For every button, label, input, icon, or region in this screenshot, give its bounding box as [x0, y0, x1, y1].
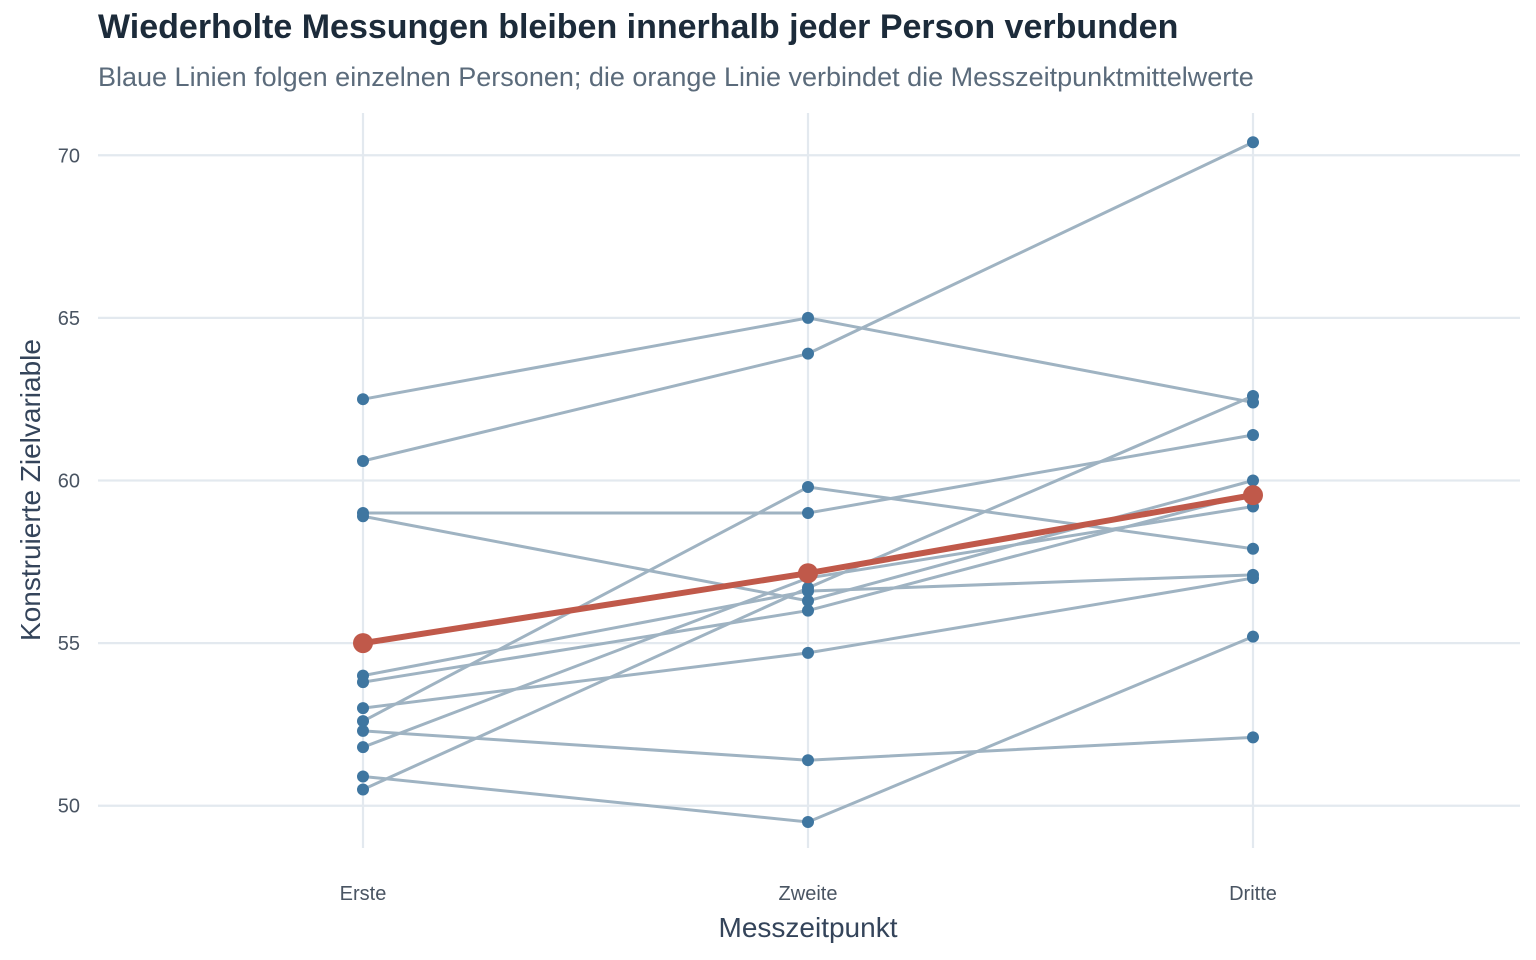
y-tick-label: 55	[58, 633, 80, 655]
subject-point	[357, 783, 369, 796]
y-tick-label: 70	[58, 145, 80, 167]
subject-point	[802, 311, 814, 324]
x-tick-label: Erste	[340, 883, 387, 905]
subject-point	[802, 481, 814, 494]
subject-point	[1247, 136, 1259, 149]
subject-point	[1247, 474, 1259, 487]
subject-point	[357, 702, 369, 715]
x-axis-title: Messzeitpunkt	[719, 912, 898, 943]
subject-point	[802, 815, 814, 828]
subject-point	[802, 594, 814, 607]
y-tick-label: 50	[58, 796, 80, 818]
subject-point	[1247, 572, 1259, 585]
y-tick-label: 60	[58, 471, 80, 493]
mean-point	[798, 563, 818, 584]
subject-point	[1247, 630, 1259, 643]
subject-series	[357, 136, 1259, 828]
x-tick-label: Dritte	[1229, 883, 1277, 905]
chart-subtitle: Blaue Linien folgen einzelnen Personen; …	[98, 62, 1254, 92]
subject-point	[357, 770, 369, 783]
mean-series	[353, 485, 1263, 654]
mean-point	[1243, 485, 1263, 506]
y-axis-title: Konstruierte Zielvariable	[15, 339, 46, 641]
subject-point	[357, 724, 369, 737]
subject-point	[802, 507, 814, 520]
mean-point	[353, 633, 373, 654]
subject-point	[1247, 731, 1259, 744]
subject-point	[1247, 389, 1259, 402]
subject-point	[357, 741, 369, 754]
subject-point	[1247, 428, 1259, 441]
subject-point	[357, 510, 369, 523]
subject-point	[357, 393, 369, 406]
x-tick-label: Zweite	[779, 883, 838, 905]
subject-point	[357, 676, 369, 689]
tick-labels: 50 55 60 65 70 Erste Zweite Dritte	[58, 145, 1277, 905]
subject-point	[1247, 542, 1259, 555]
grid	[98, 113, 1520, 848]
subject-point	[357, 715, 369, 728]
subject-point	[357, 454, 369, 467]
subject-point	[802, 646, 814, 659]
subject-point	[802, 347, 814, 360]
chart-title: Wiederholte Messungen bleiben innerhalb …	[98, 8, 1179, 46]
subject-point	[802, 604, 814, 617]
subject-point	[802, 754, 814, 767]
y-tick-label: 65	[58, 308, 80, 330]
subject-point	[802, 581, 814, 594]
